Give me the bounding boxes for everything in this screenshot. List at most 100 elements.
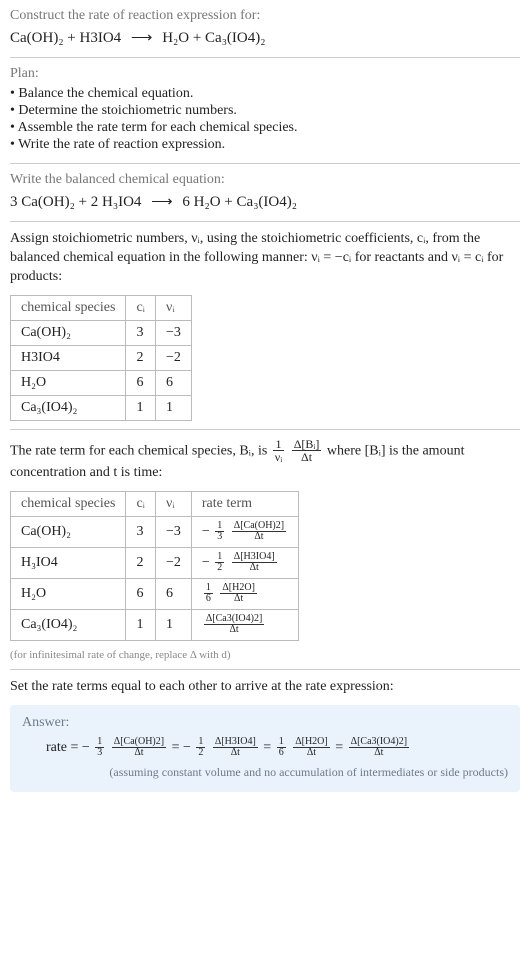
col-rateterm: rate term [191, 491, 298, 516]
frac-den: 2 [215, 562, 224, 574]
cell-species: H₂O [11, 370, 126, 395]
page-container: Construct the rate of reaction expressio… [0, 0, 530, 804]
frac-den: Δt [292, 450, 322, 464]
cell-rateterm: 16 Δ[H2O]Δt [191, 578, 298, 609]
frac-den: Δt [220, 593, 257, 605]
rateterm-table: chemical species cᵢ νᵢ rate term Ca(OH)₂… [10, 491, 299, 641]
cell-vi: −3 [155, 320, 191, 345]
rateterm-paragraph: The rate term for each chemical species,… [10, 438, 520, 483]
balanced-rhs: 6 H₂O + Ca₃(IO4)₂ [182, 194, 297, 210]
fraction: 16 [204, 583, 213, 605]
cell-vi: −2 [155, 547, 191, 578]
frac-num: 1 [196, 737, 205, 748]
cell-species: Ca₃(IO4)₂ [11, 609, 126, 640]
plan-list: • Balance the chemical equation. • Deter… [10, 86, 520, 153]
fraction: Δ[H2O]Δt [220, 583, 257, 605]
final-heading: Set the rate terms equal to each other t… [10, 678, 520, 697]
table-header-row: chemical species cᵢ νᵢ [11, 295, 192, 320]
fraction: 16 [277, 737, 286, 759]
frac-num: 1 [95, 737, 104, 748]
frac-num: 1 [273, 438, 284, 451]
frac-den: Δt [232, 562, 277, 574]
sign: − [82, 740, 90, 755]
frac-num: Δ[H2O] [293, 737, 330, 748]
table-row: H3IO4 2 −2 [11, 345, 192, 370]
divider [10, 429, 520, 430]
col-vi: νᵢ [155, 295, 191, 320]
fraction: Δ[Ca(OH)2]Δt [232, 521, 286, 543]
plan-item: • Balance the chemical equation. [10, 86, 520, 102]
intro-equation: Ca(OH)₂ + H3IO4 ⟶ H₂O + Ca₃(IO4)₂ [10, 28, 520, 47]
sign: − [202, 555, 210, 570]
cell-vi: 1 [155, 395, 191, 420]
balanced-equation: 3 Ca(OH)₂ + 2 H₃IO4 ⟶ 6 H₂O + Ca₃(IO4)₂ [10, 192, 520, 211]
frac-den: Δt [204, 624, 264, 636]
intro-title: Construct the rate of reaction expressio… [10, 8, 520, 24]
sign: − [202, 524, 210, 539]
equals-sign: = [263, 740, 271, 755]
frac-den: Δt [293, 747, 330, 759]
equals-sign: = [172, 740, 180, 755]
col-ci: cᵢ [126, 295, 156, 320]
table-row: Ca(OH)₂ 3 −3 [11, 320, 192, 345]
sign: − [183, 740, 191, 755]
cell-species: Ca₃(IO4)₂ [11, 395, 126, 420]
cell-species: H₂O [11, 578, 126, 609]
fraction: 12 [196, 737, 205, 759]
frac-num: Δ[Bᵢ] [292, 438, 322, 451]
plan-item: • Assemble the rate term for each chemic… [10, 120, 520, 136]
col-species: chemical species [11, 295, 126, 320]
answer-prefix: rate = [46, 740, 82, 755]
cell-vi: 1 [155, 609, 191, 640]
intro-rhs: H₂O + Ca₃(IO4)₂ [162, 30, 265, 46]
divider [10, 669, 520, 670]
frac-num: 1 [277, 737, 286, 748]
plan-item: • Write the rate of reaction expression. [10, 137, 520, 153]
table-row: H₃IO4 2 −2− 12 Δ[H3IO4]Δt [11, 547, 299, 578]
cell-ci: 1 [126, 395, 156, 420]
frac-den: 2 [196, 747, 205, 759]
frac-den: νᵢ [273, 450, 284, 464]
fraction: Δ[H3IO4]Δt [213, 737, 258, 759]
table-row: Ca₃(IO4)₂ 1 1 [11, 395, 192, 420]
answer-note: (assuming constant volume and no accumul… [22, 765, 508, 780]
cell-species: H3IO4 [11, 345, 126, 370]
cell-species: H₃IO4 [11, 547, 126, 578]
equals-sign: = [335, 740, 343, 755]
table-row: Ca₃(IO4)₂11Δ[Ca3(IO4)2]Δt [11, 609, 299, 640]
rateterm-text-pre: The rate term for each chemical species,… [10, 443, 271, 458]
frac-num: Δ[H2O] [220, 583, 257, 594]
frac-num: Δ[H3IO4] [213, 737, 258, 748]
plan-item: • Determine the stoichiometric numbers. [10, 103, 520, 119]
answer-label: Answer: [22, 715, 508, 731]
cell-ci: 3 [126, 320, 156, 345]
cell-ci: 2 [126, 345, 156, 370]
frac-num: Δ[H3IO4] [232, 552, 277, 563]
stoich-paragraph: Assign stoichiometric numbers, νᵢ, using… [10, 230, 520, 287]
rateterm-frac-coef: 1 νᵢ [273, 438, 284, 464]
col-vi: νᵢ [155, 491, 191, 516]
balanced-lhs: 3 Ca(OH)₂ + 2 H₃IO4 [10, 194, 141, 210]
cell-rateterm: − 12 Δ[H3IO4]Δt [191, 547, 298, 578]
answer-box: Answer: rate = − 13 Δ[Ca(OH)2]Δt = − 12 … [10, 705, 520, 792]
arrow-icon: ⟶ [125, 30, 159, 46]
frac-num: Δ[Ca3(IO4)2] [204, 614, 264, 625]
cell-vi: −2 [155, 345, 191, 370]
frac-num: 1 [215, 521, 224, 532]
frac-den: Δt [112, 747, 166, 759]
col-species: chemical species [11, 491, 126, 516]
rateterm-frac-delta: Δ[Bᵢ] Δt [292, 438, 322, 464]
fraction: 13 [215, 521, 224, 543]
arrow-icon: ⟶ [145, 194, 179, 210]
fraction: 12 [215, 552, 224, 574]
frac-num: 1 [215, 552, 224, 563]
frac-num: Δ[Ca3(IO4)2] [349, 737, 409, 748]
frac-den: 6 [204, 593, 213, 605]
fraction: Δ[H3IO4]Δt [232, 552, 277, 574]
table-row: H₂O6616 Δ[H2O]Δt [11, 578, 299, 609]
frac-num: Δ[Ca(OH)2] [112, 737, 166, 748]
frac-den: 3 [215, 531, 224, 543]
footnote: (for infinitesimal rate of change, repla… [10, 649, 520, 661]
table-row: H₂O 6 6 [11, 370, 192, 395]
frac-den: Δt [213, 747, 258, 759]
